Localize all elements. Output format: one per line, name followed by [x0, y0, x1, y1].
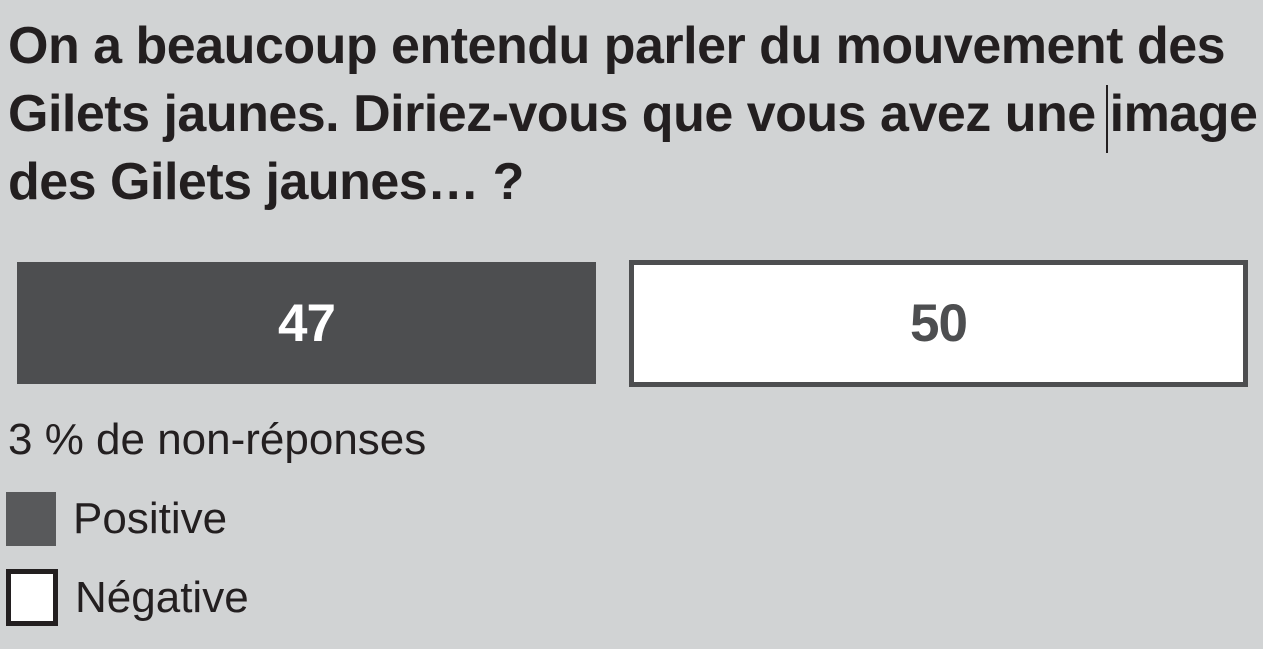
title-line-1: On a beaucoup entendu parler du mouvemen… [8, 17, 1226, 75]
legend-label-positive: Positive [73, 494, 228, 543]
legend-swatch-positive [6, 492, 56, 546]
bar-negative-value: 50 [910, 294, 968, 353]
text-cursor-artifact [1106, 85, 1108, 153]
bar-positive: 47 [17, 262, 596, 384]
legend-item-positive: Positive [6, 492, 227, 546]
bar-negative: 50 [629, 260, 1248, 387]
non-response-note: 3 % de non-réponses [8, 415, 427, 464]
title-line-3: des Gilets jaunes… ? [8, 153, 524, 211]
legend-item-negative: Négative [6, 569, 249, 626]
legend-label-negative: Négative [75, 572, 249, 622]
title-line-2: Gilets jaunes. Diriez-vous que vous avez… [8, 85, 1258, 143]
poll-question-title: On a beaucoup entendu parler du mouvemen… [8, 12, 1258, 216]
bar-positive-value: 47 [278, 293, 336, 353]
legend-swatch-negative [6, 569, 58, 626]
